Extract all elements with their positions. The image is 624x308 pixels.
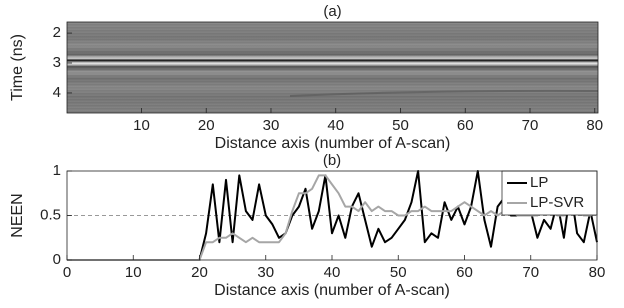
y-tick-label: 2	[53, 24, 61, 41]
x-tick-label: 40	[324, 264, 341, 281]
y-tick-label: 0.5	[40, 206, 61, 223]
y-tick-label: 1	[53, 162, 61, 179]
chart-title: (b)	[323, 152, 341, 169]
x-tick-label: 70	[522, 117, 539, 134]
x-axis-label: Distance axis (number of A-scan)	[215, 135, 451, 152]
x-axis-label: Distance axis (number of A-scan)	[214, 282, 450, 299]
x-tick-label: 50	[390, 264, 407, 281]
x-tick-label: 30	[263, 117, 280, 134]
x-tick-label: 20	[198, 117, 215, 134]
legend-label: LP	[530, 174, 548, 191]
x-tick-label: 60	[456, 264, 473, 281]
x-tick-label: 80	[586, 117, 603, 134]
x-tick-label: 40	[327, 117, 344, 134]
x-tick-label: 10	[133, 117, 150, 134]
figure: 1020304050607080234(a)Distance axis (num…	[0, 0, 624, 308]
x-tick-label: 60	[457, 117, 474, 134]
legend-label: LP-SVR	[530, 194, 584, 211]
y-axis-label: NEEN	[9, 193, 26, 237]
bscan-image	[67, 22, 598, 113]
chart-title: (a)	[323, 3, 341, 20]
y-axis-label: Time (ns)	[9, 34, 26, 101]
y-tick-label: 3	[53, 54, 61, 71]
x-tick-label: 20	[191, 264, 208, 281]
y-tick-label: 4	[53, 84, 61, 101]
x-tick-label: 30	[257, 264, 274, 281]
x-tick-label: 70	[522, 264, 539, 281]
bscan-stripes	[67, 22, 598, 113]
x-tick-label: 10	[125, 264, 142, 281]
x-tick-label: 0	[63, 264, 71, 281]
y-tick-label: 0	[53, 251, 61, 268]
x-tick-label: 50	[392, 117, 409, 134]
x-tick-label: 80	[589, 264, 606, 281]
